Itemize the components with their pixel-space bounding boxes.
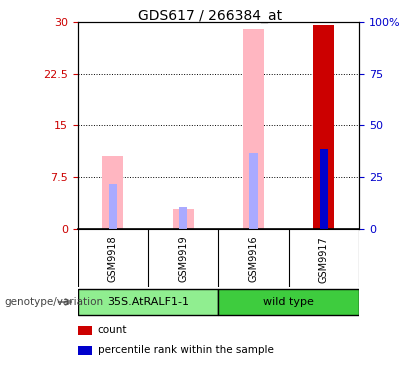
Bar xyxy=(173,209,194,229)
Bar xyxy=(179,207,187,229)
Text: count: count xyxy=(98,325,127,335)
Text: GSM9919: GSM9919 xyxy=(178,236,188,283)
FancyBboxPatch shape xyxy=(78,289,218,315)
Text: GSM9918: GSM9918 xyxy=(108,236,118,283)
Bar xyxy=(320,149,328,229)
FancyBboxPatch shape xyxy=(218,289,359,315)
Text: GDS617 / 266384_at: GDS617 / 266384_at xyxy=(138,9,282,23)
Text: 35S.AtRALF1-1: 35S.AtRALF1-1 xyxy=(107,297,189,307)
Bar xyxy=(109,184,117,229)
Text: percentile rank within the sample: percentile rank within the sample xyxy=(98,346,274,355)
Bar xyxy=(243,29,264,229)
Text: GSM9916: GSM9916 xyxy=(249,236,259,283)
Text: GSM9917: GSM9917 xyxy=(319,236,329,283)
Bar xyxy=(313,25,334,229)
Bar xyxy=(102,156,123,229)
Bar xyxy=(249,153,258,229)
Text: genotype/variation: genotype/variation xyxy=(4,297,103,307)
Text: wild type: wild type xyxy=(263,297,314,307)
